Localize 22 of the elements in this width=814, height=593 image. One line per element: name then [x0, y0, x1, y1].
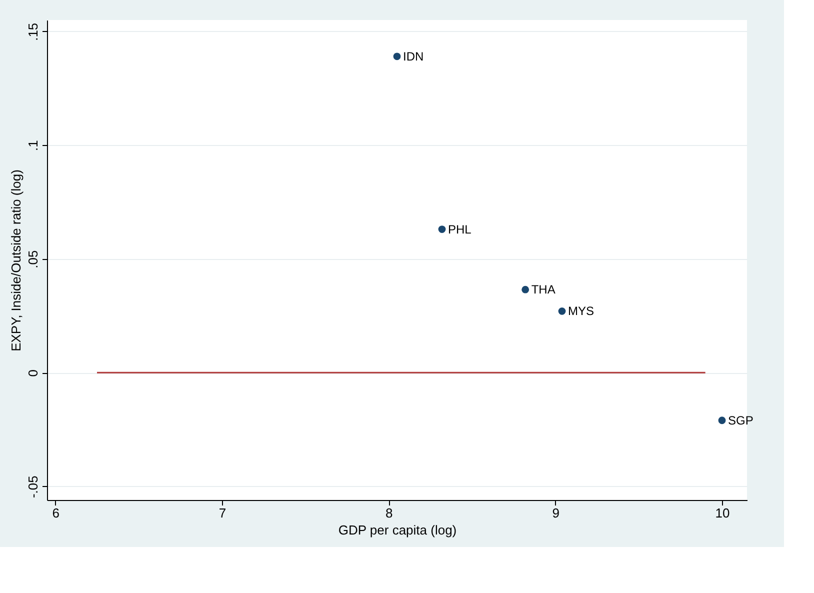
x-tick-label: 10	[715, 506, 730, 520]
y-tick-label: -.05	[26, 476, 40, 498]
y-tick-label: .15	[26, 22, 40, 41]
point	[393, 52, 401, 60]
point	[718, 416, 726, 424]
x-tick-label: 8	[386, 506, 393, 520]
y-tick-label: 0	[26, 369, 40, 377]
x-tick-label: 9	[552, 506, 560, 520]
point	[522, 286, 530, 294]
annotation: SGP	[728, 413, 754, 428]
annotation: PHL	[448, 222, 472, 236]
y-tick-label: .1	[26, 140, 40, 152]
annotation: MYS	[568, 304, 594, 318]
point	[438, 226, 446, 233]
x-axis-title: GDP per capita (log)	[338, 522, 457, 538]
point	[558, 307, 566, 315]
annotation: IDN	[403, 49, 424, 64]
annotation: THA	[531, 282, 556, 297]
y-axis-title: EXPY, Inside/Outside ratio (log)	[8, 170, 24, 352]
x-tick-label: 7	[218, 506, 226, 520]
y-tick-label: .05	[26, 250, 40, 268]
x-tick-label: 6	[52, 506, 60, 520]
